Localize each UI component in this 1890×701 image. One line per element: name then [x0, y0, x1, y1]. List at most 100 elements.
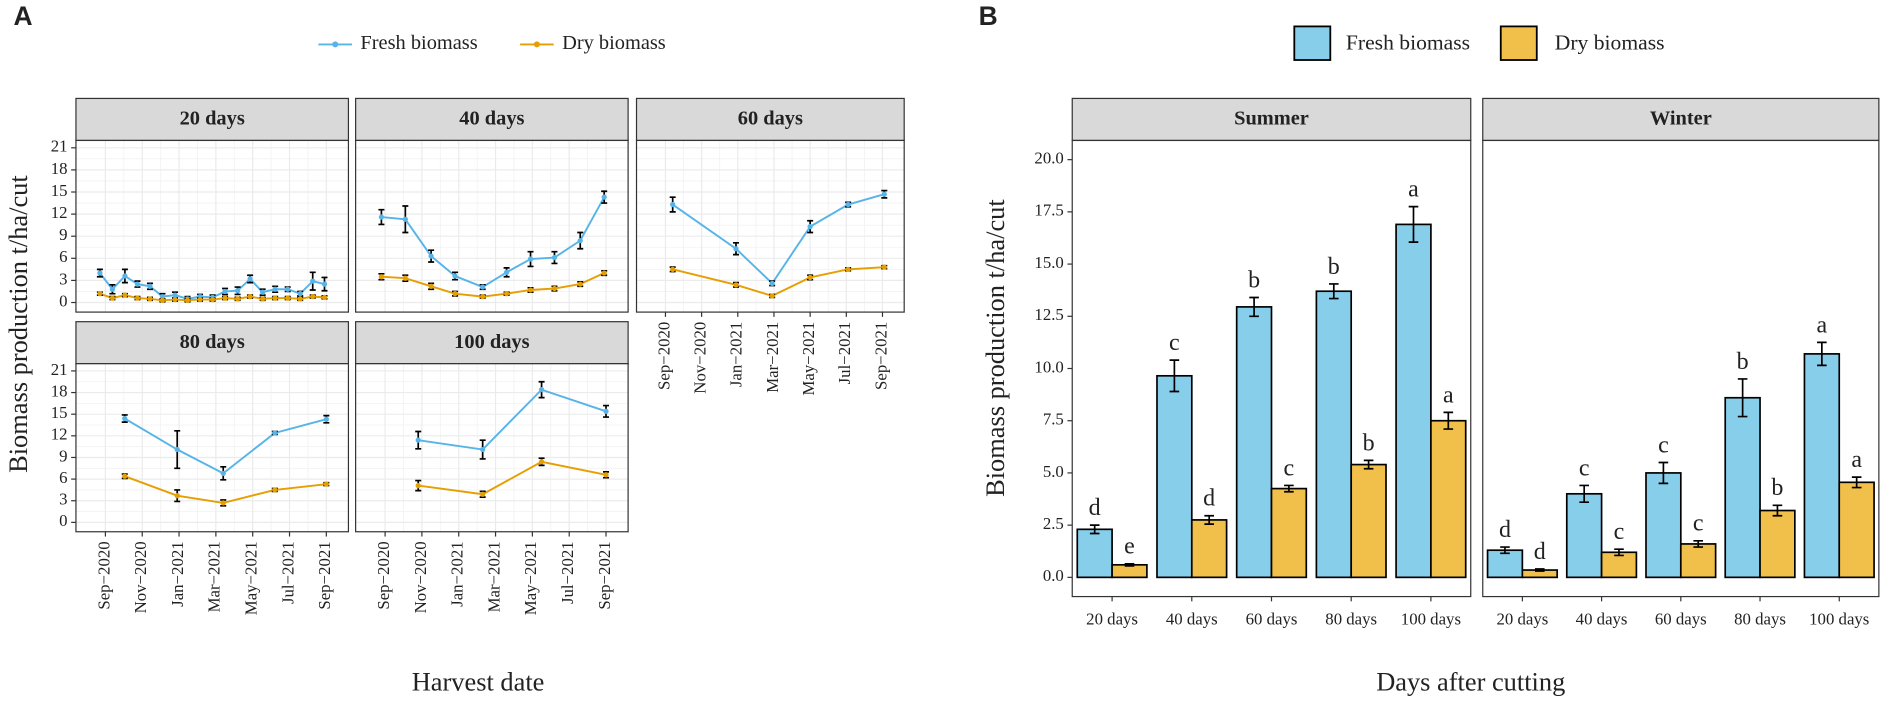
y-tick-label: 20.0 — [1034, 149, 1063, 168]
y-tick-label: 3 — [59, 269, 67, 288]
y-tick-label: 12 — [51, 203, 68, 222]
x-tick-label: 40 days — [1576, 609, 1628, 628]
panel — [636, 140, 905, 313]
bar — [1395, 223, 1432, 579]
significance-letter: e — [1124, 534, 1135, 560]
error-bar — [1249, 296, 1259, 318]
bar — [1156, 374, 1193, 579]
significance-letter: b — [1737, 349, 1749, 375]
x-tick-label: May−2021 — [242, 541, 261, 615]
bar — [1315, 290, 1353, 579]
series-line — [418, 460, 607, 496]
bar — [1486, 549, 1524, 579]
point — [323, 481, 329, 487]
point — [122, 415, 128, 422]
bar — [1838, 481, 1875, 579]
point — [159, 293, 166, 300]
strip — [75, 321, 350, 365]
legend-label: Dry biomass — [1555, 30, 1665, 54]
point — [259, 289, 266, 295]
point — [297, 291, 303, 297]
point — [172, 296, 178, 303]
y-tick-label: 18 — [51, 159, 68, 178]
point — [428, 253, 434, 259]
bar — [1803, 353, 1841, 579]
error-bar — [1124, 562, 1135, 567]
point — [134, 281, 141, 287]
legend-swatch — [1293, 25, 1332, 61]
x-tick-label: Mar−2021 — [763, 322, 782, 393]
point — [285, 295, 291, 301]
significance-letter: a — [1817, 312, 1828, 338]
point — [174, 493, 180, 499]
error-bar — [1408, 205, 1419, 243]
point — [452, 291, 458, 297]
y-tick-label: 7.5 — [1043, 410, 1064, 429]
x-tick-label: Sep−2021 — [871, 322, 890, 390]
significance-letter: b — [1248, 267, 1260, 293]
panel-background — [75, 363, 349, 532]
point — [122, 273, 128, 279]
x-tick-label: May−2021 — [521, 541, 540, 615]
point — [247, 276, 253, 282]
legend-point — [533, 41, 540, 48]
point — [97, 291, 103, 297]
strip-label: Summer — [1234, 108, 1309, 130]
bar — [1270, 487, 1308, 579]
error-bar — [1500, 546, 1510, 555]
bar — [1190, 519, 1228, 579]
panel-label: B — [979, 1, 998, 31]
legend-point — [332, 41, 339, 48]
significance-letter: c — [1169, 330, 1180, 356]
significance-letter: d — [1089, 495, 1101, 521]
x-tick-label: 100 days — [1809, 609, 1869, 628]
point — [378, 214, 385, 220]
point — [297, 296, 303, 302]
point — [285, 286, 291, 292]
point — [234, 288, 241, 294]
point — [733, 246, 739, 252]
significance-letter: d — [1534, 539, 1546, 565]
y-tick-label: 5.0 — [1043, 462, 1064, 481]
bar — [1565, 492, 1603, 579]
error-bar — [1284, 484, 1294, 493]
legend-label: Fresh biomass — [1346, 30, 1470, 54]
point — [321, 281, 328, 287]
y-tick-label: 21 — [51, 137, 68, 156]
y-tick-label: 21 — [51, 360, 68, 379]
point — [197, 296, 203, 303]
point — [247, 293, 253, 300]
error-bar — [1328, 283, 1339, 300]
panel-label: A — [14, 1, 33, 31]
strip-label: 100 days — [454, 331, 529, 353]
x-tick-label: 80 days — [1325, 609, 1377, 628]
point — [503, 291, 510, 297]
series-line — [418, 388, 607, 451]
point — [551, 254, 558, 261]
error-bar — [1737, 378, 1748, 418]
x-tick-label: Jan−2021 — [448, 541, 467, 606]
x-tick-label: Jul−2021 — [278, 541, 297, 604]
point — [220, 500, 226, 506]
point — [310, 293, 316, 300]
point — [109, 295, 116, 301]
point — [272, 487, 278, 493]
y-axis-label: Biomass production t/ha/cut — [980, 199, 1010, 497]
point — [807, 274, 813, 281]
strip — [355, 97, 629, 142]
bar — [1350, 463, 1387, 579]
point — [402, 275, 408, 281]
panel-border — [75, 363, 350, 533]
x-tick-label: Jul−2021 — [558, 541, 577, 604]
point — [321, 294, 328, 300]
point — [272, 430, 278, 436]
panel-border — [635, 139, 905, 313]
point — [733, 282, 739, 288]
point — [577, 237, 583, 244]
strip-label: 60 days — [738, 108, 803, 130]
panel-border — [75, 139, 350, 313]
significance-letter: c — [1579, 455, 1590, 481]
point — [220, 470, 226, 476]
point — [807, 223, 813, 230]
point — [601, 194, 607, 200]
